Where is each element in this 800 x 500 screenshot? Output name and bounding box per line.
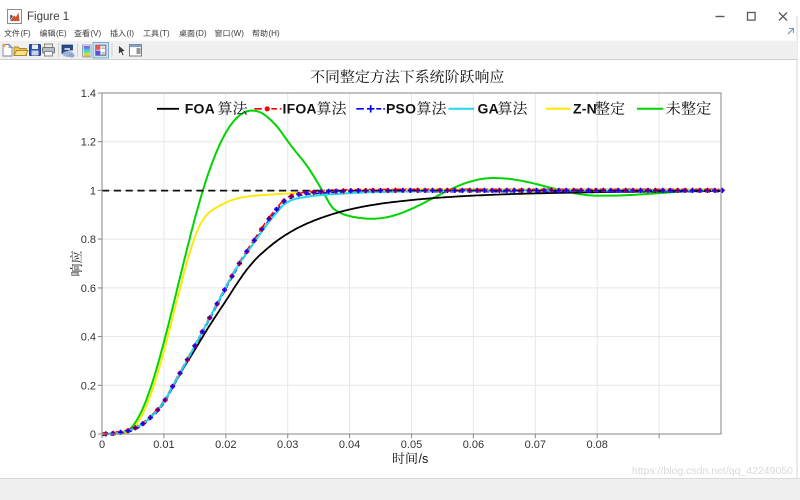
svg-text:https://blog.csdn.net/qq_42249: https://blog.csdn.net/qq_42249050 (632, 465, 793, 477)
svg-text:(E): (E) (56, 29, 67, 38)
svg-text:0.05: 0.05 (401, 439, 422, 451)
svg-text:PSO: PSO (386, 101, 416, 117)
svg-text:1: 1 (90, 185, 96, 197)
svg-text:(I): (I) (127, 29, 135, 38)
svg-text:0.4: 0.4 (81, 332, 96, 344)
svg-text:(D): (D) (196, 29, 207, 38)
svg-text:0: 0 (99, 439, 105, 451)
svg-text:(H): (H) (269, 29, 280, 38)
svg-text:0.6: 0.6 (81, 283, 96, 295)
svg-text:/s: /s (419, 452, 429, 466)
svg-text:IFOA: IFOA (283, 101, 317, 117)
svg-text:(V): (V) (91, 29, 102, 38)
svg-text:0.02: 0.02 (215, 439, 236, 451)
svg-text:(W): (W) (231, 29, 244, 38)
svg-text:(T): (T) (160, 29, 171, 38)
svg-text:1.4: 1.4 (81, 88, 96, 100)
svg-text:0.01: 0.01 (153, 439, 174, 451)
svg-text:0.03: 0.03 (277, 439, 298, 451)
svg-text:0.07: 0.07 (525, 439, 546, 451)
svg-text:(F): (F) (21, 29, 32, 38)
svg-text:FOA: FOA (185, 101, 215, 117)
svg-text:GA: GA (478, 101, 499, 117)
svg-text:0.08: 0.08 (586, 439, 607, 451)
svg-text:Z-N: Z-N (573, 101, 597, 117)
svg-text:0.2: 0.2 (81, 380, 96, 392)
svg-text:0: 0 (90, 429, 96, 441)
svg-text:0.8: 0.8 (81, 234, 96, 246)
svg-text:0.06: 0.06 (463, 439, 484, 451)
svg-text:Figure 1: Figure 1 (27, 11, 69, 23)
svg-text:1.2: 1.2 (81, 137, 96, 149)
svg-text:0.04: 0.04 (339, 439, 360, 451)
